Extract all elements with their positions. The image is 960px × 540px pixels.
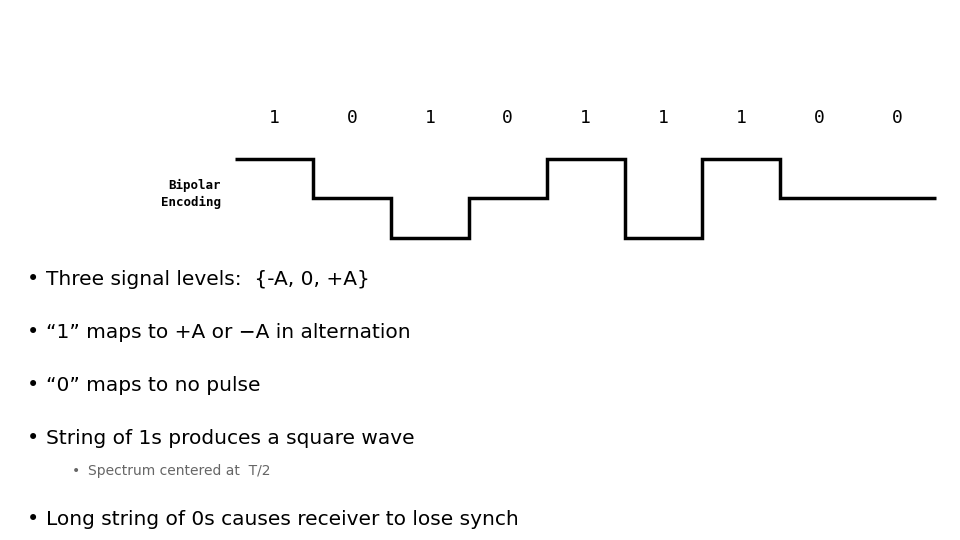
Text: •: •	[72, 464, 81, 478]
Text: Bipolar
Encoding: Bipolar Encoding	[160, 179, 221, 209]
Text: “0” maps to no pulse: “0” maps to no pulse	[46, 376, 260, 395]
Text: •: •	[27, 269, 39, 289]
Text: •: •	[27, 375, 39, 395]
Text: 1: 1	[736, 109, 747, 127]
Text: Spectrum centered at  T/2: Spectrum centered at T/2	[88, 464, 271, 478]
Text: •: •	[27, 322, 39, 342]
Text: 0: 0	[502, 109, 514, 127]
Text: 0: 0	[347, 109, 357, 127]
Text: •: •	[27, 509, 39, 529]
Text: 0: 0	[814, 109, 825, 127]
Text: 1: 1	[658, 109, 669, 127]
Text: 1: 1	[424, 109, 435, 127]
Text: 0: 0	[892, 109, 902, 127]
Text: 1: 1	[580, 109, 591, 127]
Text: Bipolar  Code: Bipolar Code	[27, 23, 331, 63]
Text: “1” maps to +A or −A in alternation: “1” maps to +A or −A in alternation	[46, 323, 411, 342]
Text: String of 1s produces a square wave: String of 1s produces a square wave	[46, 429, 415, 448]
Text: Long string of 0s causes receiver to lose synch: Long string of 0s causes receiver to los…	[46, 510, 518, 529]
Text: •: •	[27, 428, 39, 448]
Text: 1: 1	[269, 109, 279, 127]
Text: Three signal levels:  {-A, 0, +A}: Three signal levels: {-A, 0, +A}	[46, 269, 370, 289]
